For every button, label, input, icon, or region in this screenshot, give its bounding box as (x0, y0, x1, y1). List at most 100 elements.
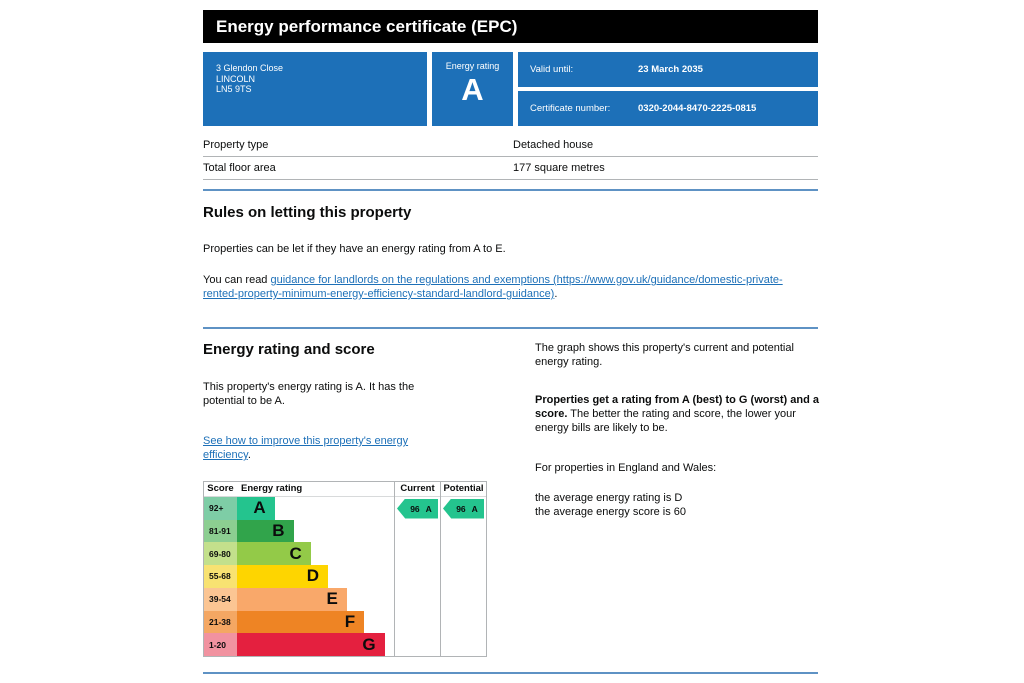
band-bar: G (237, 633, 385, 656)
table-row: Total floor area 177 square metres (203, 157, 818, 180)
band-row-g: 1-20 G (204, 633, 394, 656)
landlord-guidance-link[interactable]: guidance for landlords on the regulation… (203, 274, 783, 300)
band-row-a: 92+ A (204, 496, 394, 520)
band-bar: E (237, 587, 347, 611)
address-line-3: LN5 9TS (216, 84, 252, 94)
page-bottom-divider (203, 672, 818, 674)
band-bar-track: G (237, 633, 394, 656)
band-score-range: 1-20 (204, 633, 237, 656)
current-rating-column: Current 96 A (394, 482, 440, 656)
certificate-number-label: Certificate number: (530, 103, 611, 114)
property-address-box: 3 Glendon Close LINCOLN LN5 9TS (203, 52, 427, 126)
potential-arrow-slot: 96 A (441, 497, 486, 520)
address-line-1: 3 Glendon Close (216, 63, 284, 73)
rating-scale-text: Properties get a rating from A (best) to… (535, 393, 827, 435)
band-score-range: 92+ (204, 496, 237, 520)
band-score-range: 69-80 (204, 542, 237, 566)
guidance-text-prefix: You can read (203, 274, 271, 286)
floor-area-label: Total floor area (203, 162, 276, 174)
band-row-c: 69-80 C (204, 542, 394, 566)
improve-efficiency-link[interactable]: See how to improve this property's energ… (203, 435, 409, 461)
current-column-header: Current (395, 482, 440, 497)
rules-section: Rules on letting this property Propertie… (203, 204, 795, 318)
property-facts-table: Property type Detached house Total floor… (203, 134, 818, 180)
band-score-range: 81-91 (204, 519, 237, 543)
current-arrow-slot: 96 A (395, 497, 440, 520)
potential-rating-letter: A (471, 503, 478, 514)
potential-column-header: Potential (441, 482, 486, 497)
energy-rating-box: Energy rating A (432, 52, 513, 126)
certificate-summary: 3 Glendon Close LINCOLN LN5 9TS Energy r… (203, 52, 818, 126)
band-bar: C (237, 542, 311, 566)
rating-section-left: Energy rating and score This property's … (203, 341, 455, 462)
rules-paragraph: Properties can be let if they have an en… (203, 243, 506, 255)
certificate-number-value: 0320-2044-8470-2225-0815 (638, 103, 757, 114)
rating-scale-rest: The better the rating and score, the low… (535, 408, 796, 434)
address-line-2: LINCOLN (216, 73, 256, 84)
page-title: Energy performance certificate (EPC) (216, 16, 518, 36)
improve-efficiency-line: See how to improve this property's energ… (203, 434, 455, 462)
band-score-range: 39-54 (204, 587, 237, 611)
band-bar: D (237, 565, 329, 588)
rating-summary-text: This property's energy rating is A. It h… (203, 381, 415, 407)
certificate-validity-column: Valid until: 23 March 2035 Certificate n… (518, 52, 818, 126)
potential-rating-column: Potential 96 A (440, 482, 486, 656)
epc-rating-graph: Score Energy rating 92+ A 81-91 B 69-80 … (203, 481, 487, 657)
valid-until-label: Valid until: (530, 64, 574, 75)
band-bar: B (237, 519, 294, 543)
rating-heading: Energy rating and score (203, 341, 375, 358)
england-wales-text: For properties in England and Wales: (535, 462, 717, 474)
band-row-e: 39-54 E (204, 587, 394, 611)
band-row-d: 55-68 D (204, 565, 394, 588)
band-score-range: 21-38 (204, 610, 237, 634)
band-letter: A (253, 498, 266, 518)
band-bar-track: E (237, 587, 394, 611)
average-score-text: the average energy score is 60 (535, 506, 687, 518)
improve-efficiency-suffix: . (247, 449, 251, 461)
rating-scale-bold: Properties get a rating from A (best) to… (535, 394, 819, 420)
property-type-label: Property type (203, 139, 269, 151)
band-letter: D (306, 566, 320, 586)
band-row-b: 81-91 B (204, 519, 394, 543)
floor-area-value: 177 square metres (513, 162, 605, 174)
certificate-number-box: Certificate number: 0320-2044-8470-2225-… (518, 91, 818, 126)
potential-score-value: 96 (456, 503, 466, 514)
section-divider (203, 327, 818, 329)
section-divider (203, 189, 818, 191)
energy-rating-value: A (461, 72, 484, 107)
score-column-header: Score (207, 483, 234, 495)
rules-guidance-paragraph: You can read guidance for landlords on t… (203, 273, 795, 301)
page-title-bar: Energy performance certificate (EPC) (203, 10, 818, 43)
valid-until-value: 23 March 2035 (638, 64, 703, 75)
band-bar-track: B (237, 519, 394, 543)
current-score-value: 96 (410, 503, 420, 514)
band-row-f: 21-38 F (204, 610, 394, 634)
average-rating-text: the average energy rating is D (535, 492, 683, 504)
band-bar-track: A (237, 496, 394, 520)
band-bar: F (237, 610, 365, 634)
band-bar: A (237, 496, 275, 520)
rating-section-right: The graph shows this property's current … (535, 341, 827, 519)
table-row: Property type Detached house (203, 134, 818, 157)
bands-column: Score Energy rating 92+ A 81-91 B 69-80 … (204, 482, 394, 656)
valid-until-box: Valid until: 23 March 2035 (518, 52, 818, 87)
band-letter: G (362, 634, 376, 654)
graph-explainer-text: The graph shows this property's current … (535, 342, 794, 368)
potential-rating-arrow-icon: 96 A (443, 498, 484, 519)
band-score-range: 55-68 (204, 565, 237, 588)
property-type-value: Detached house (513, 139, 594, 151)
bands-column-header: Score Energy rating (204, 482, 394, 497)
energy-rating-column-header: Energy rating (241, 483, 303, 495)
band-letter: B (272, 520, 285, 540)
band-bar-track: F (237, 610, 394, 634)
band-bar-track: D (237, 565, 394, 588)
current-rating-letter: A (425, 503, 432, 514)
band-letter: F (344, 611, 356, 631)
band-letter: E (326, 589, 338, 609)
current-rating-arrow-icon: 96 A (397, 498, 438, 519)
rules-heading: Rules on letting this property (203, 204, 412, 221)
band-letter: C (289, 543, 302, 563)
guidance-text-suffix: . (554, 288, 558, 300)
energy-rating-label: Energy rating (445, 61, 500, 71)
band-bar-track: C (237, 542, 394, 566)
